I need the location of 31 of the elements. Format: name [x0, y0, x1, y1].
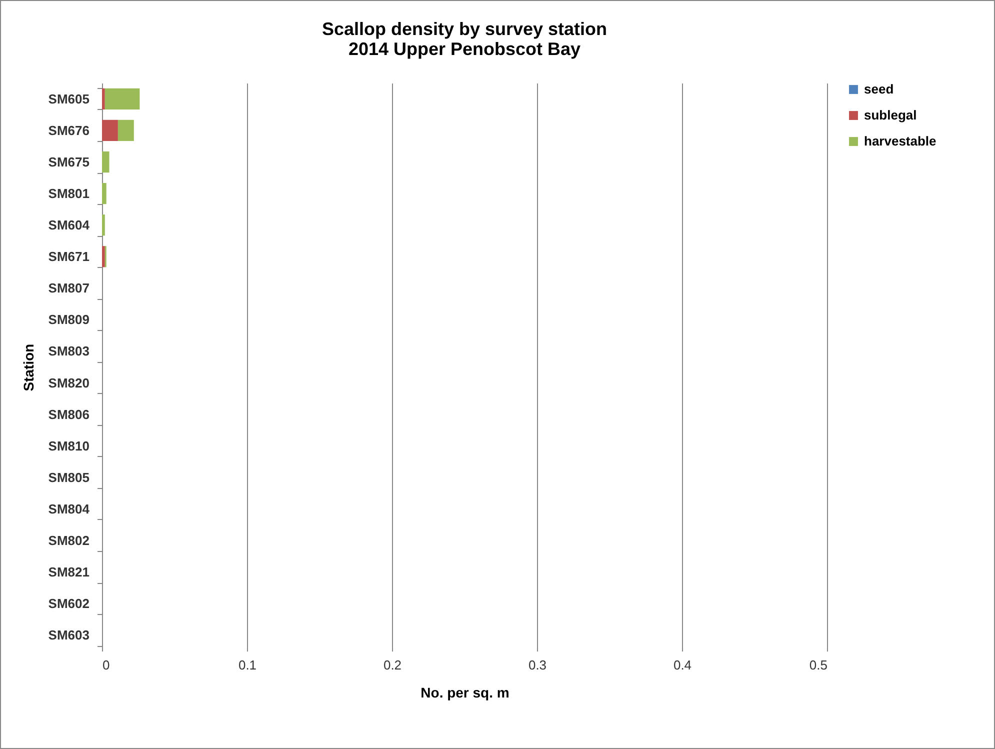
- y-tick-label: SM603: [48, 628, 90, 643]
- y-tick-label: SM804: [48, 501, 90, 516]
- x-tick-label: 0: [102, 658, 110, 672]
- y-tick-label: SM806: [48, 406, 90, 422]
- y-tick-label: SM602: [48, 596, 90, 612]
- y-tick-label: SM803: [48, 344, 90, 359]
- legend-label: sublegal: [864, 108, 917, 122]
- legend-label: seed: [864, 82, 894, 96]
- x-tick-label: 0.2: [383, 658, 402, 672]
- legend-label: harvestable: [864, 134, 936, 148]
- x-axis-title: No. per sq. m: [420, 684, 510, 700]
- y-tick-label: SM802: [48, 532, 90, 548]
- y-tick-label: SM801: [48, 186, 90, 202]
- x-tick-label: 0.5: [809, 658, 828, 672]
- y-tick-label: SM821: [48, 564, 90, 580]
- y-tick-label: SM807: [48, 280, 90, 296]
- y-axis-title: Station: [20, 344, 36, 392]
- y-tick-label: SM810: [48, 438, 90, 454]
- y-tick-label: SM604: [48, 218, 90, 233]
- y-tick-label: SM676: [48, 122, 90, 138]
- x-tick-label: 0.1: [238, 658, 257, 672]
- y-tick-label: SM805: [48, 470, 90, 485]
- x-tick-label: 0.4: [673, 658, 692, 672]
- y-tick-label: SM820: [48, 375, 90, 390]
- y-tick-label: SM671: [48, 249, 90, 264]
- text: 2014 Upper Penobscot Bay: [348, 39, 581, 59]
- y-tick-label: SM605: [48, 91, 90, 106]
- y-tick-label: SM809: [48, 312, 90, 328]
- text: Scallop density by survey station: [322, 19, 608, 39]
- x-tick-label: 0.3: [528, 658, 547, 672]
- y-tick-label: SM675: [48, 154, 90, 170]
